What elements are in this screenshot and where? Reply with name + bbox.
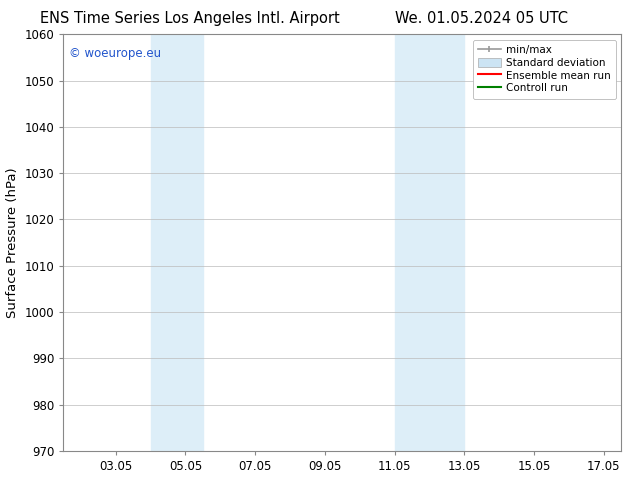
Text: © woeurope.eu: © woeurope.eu <box>69 47 161 60</box>
Text: We. 01.05.2024 05 UTC: We. 01.05.2024 05 UTC <box>396 11 568 26</box>
Y-axis label: Surface Pressure (hPa): Surface Pressure (hPa) <box>6 167 19 318</box>
Bar <box>150 34 203 451</box>
Legend: min/max, Standard deviation, Ensemble mean run, Controll run: min/max, Standard deviation, Ensemble me… <box>473 40 616 98</box>
Bar <box>394 34 464 451</box>
Text: ENS Time Series Los Angeles Intl. Airport: ENS Time Series Los Angeles Intl. Airpor… <box>41 11 340 26</box>
